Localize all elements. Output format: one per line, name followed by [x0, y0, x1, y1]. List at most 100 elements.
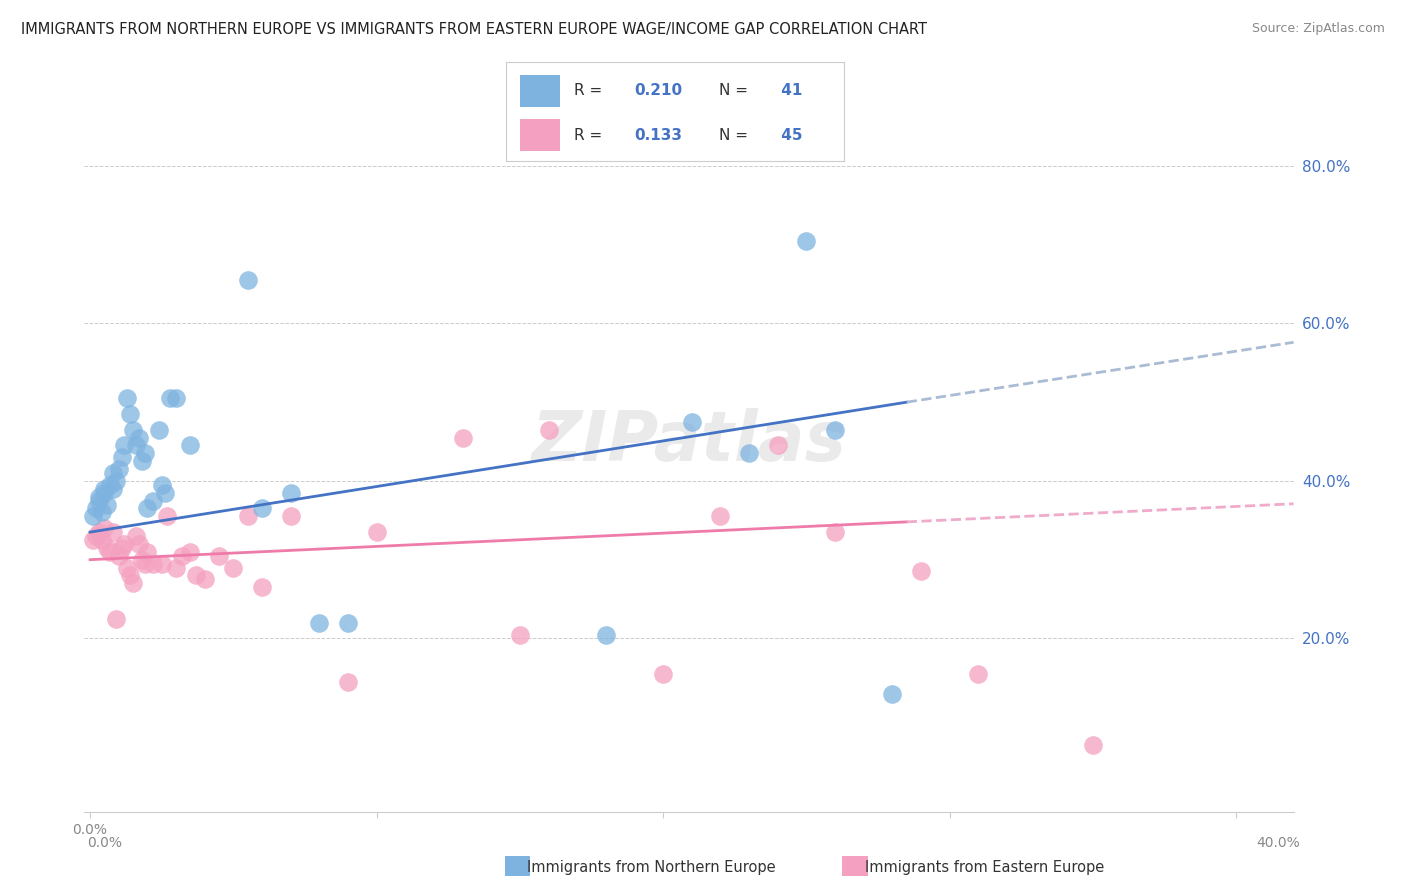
Point	[824, 423, 846, 437]
Point	[110, 450, 132, 465]
Point	[308, 615, 330, 630]
Point	[336, 674, 359, 689]
Point	[652, 666, 675, 681]
Point	[104, 612, 127, 626]
Point	[101, 466, 124, 480]
Point	[236, 273, 259, 287]
Point	[136, 501, 159, 516]
Point	[236, 509, 259, 524]
Point	[101, 482, 124, 496]
Point	[165, 391, 187, 405]
Point	[451, 431, 474, 445]
Point	[796, 234, 818, 248]
Point	[159, 391, 181, 405]
Point	[134, 557, 156, 571]
Point	[90, 505, 112, 519]
Point	[824, 525, 846, 540]
Point	[148, 423, 170, 437]
Point	[150, 557, 173, 571]
Point	[120, 568, 142, 582]
Point	[84, 529, 107, 543]
Point	[222, 560, 245, 574]
Text: 45: 45	[776, 128, 803, 143]
Point	[96, 498, 118, 512]
Point	[967, 666, 990, 681]
Text: IMMIGRANTS FROM NORTHERN EUROPE VS IMMIGRANTS FROM EASTERN EUROPE WAGE/INCOME GA: IMMIGRANTS FROM NORTHERN EUROPE VS IMMIG…	[21, 22, 927, 37]
Point	[98, 545, 121, 559]
Point	[681, 415, 703, 429]
Point	[142, 557, 165, 571]
Point	[110, 541, 132, 555]
Point	[179, 438, 201, 452]
Point	[98, 478, 121, 492]
Point	[131, 454, 153, 468]
Point	[120, 407, 142, 421]
Point	[93, 482, 115, 496]
Point	[709, 509, 731, 524]
Bar	[520, 120, 560, 151]
Point	[134, 446, 156, 460]
Text: N =: N =	[718, 128, 752, 143]
Point	[93, 485, 115, 500]
Point	[87, 490, 110, 504]
Text: 41: 41	[776, 83, 803, 98]
Point	[128, 537, 150, 551]
Point	[280, 509, 302, 524]
Point	[366, 525, 388, 540]
Point	[96, 541, 118, 555]
Point	[184, 568, 207, 582]
Point	[250, 501, 273, 516]
Point	[142, 493, 165, 508]
Point	[114, 438, 136, 452]
Text: R =: R =	[574, 83, 607, 98]
Point	[882, 687, 904, 701]
Point	[125, 438, 148, 452]
Text: Immigrants from Eastern Europe: Immigrants from Eastern Europe	[865, 860, 1104, 874]
Point	[179, 545, 201, 559]
Point	[107, 462, 129, 476]
Point	[125, 529, 148, 543]
Point	[87, 525, 110, 540]
Point	[128, 431, 150, 445]
Point	[537, 423, 560, 437]
Point	[153, 485, 176, 500]
Point	[194, 573, 217, 587]
Text: Source: ZipAtlas.com: Source: ZipAtlas.com	[1251, 22, 1385, 36]
Point	[101, 525, 124, 540]
Point	[156, 509, 179, 524]
Bar	[520, 75, 560, 107]
Text: 0.210: 0.210	[634, 83, 682, 98]
Point	[738, 446, 761, 460]
Point	[136, 545, 159, 559]
Point	[910, 565, 932, 579]
Point	[122, 423, 145, 437]
Text: 0.0%: 0.0%	[87, 836, 122, 850]
Point	[82, 533, 104, 547]
Point	[336, 615, 359, 630]
Point	[150, 478, 173, 492]
Text: N =: N =	[718, 83, 752, 98]
Point	[208, 549, 231, 563]
Point	[117, 391, 139, 405]
Point	[117, 560, 139, 574]
Point	[170, 549, 193, 563]
Point	[509, 627, 531, 641]
Point	[766, 438, 789, 452]
Text: 40.0%: 40.0%	[1257, 836, 1301, 850]
Point	[280, 485, 302, 500]
Point	[87, 493, 110, 508]
Point	[82, 509, 104, 524]
Text: 0.133: 0.133	[634, 128, 682, 143]
Point	[1081, 738, 1104, 752]
Point	[84, 501, 107, 516]
Point	[122, 576, 145, 591]
Text: R =: R =	[574, 128, 607, 143]
Point	[107, 549, 129, 563]
Point	[93, 521, 115, 535]
Point	[165, 560, 187, 574]
Point	[595, 627, 617, 641]
Point	[104, 474, 127, 488]
Point	[114, 537, 136, 551]
Point	[250, 580, 273, 594]
Point	[90, 533, 112, 547]
